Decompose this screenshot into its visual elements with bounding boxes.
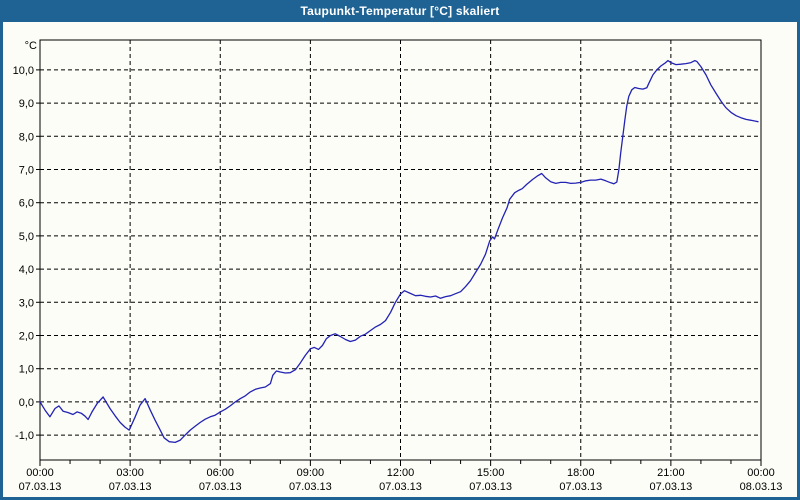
- x-tick-label-time: 06:00: [206, 467, 234, 479]
- y-tick-label: 1,0: [19, 364, 34, 376]
- y-tick-label: 10,0: [13, 65, 34, 77]
- x-tick-label-time: 15:00: [477, 467, 505, 479]
- x-tick-label-date: 08.03.13: [740, 481, 783, 493]
- y-tick-label: 5,0: [19, 231, 34, 243]
- x-tick-label-date: 07.03.13: [649, 481, 692, 493]
- chart-area: 10,0 9,0 8,0 7,0 6,0 5,0 4,0 3,0 2,0 1,0 0,0 -1,0 00…: [0, 22, 800, 500]
- y-tick-label: 8,0: [19, 131, 34, 143]
- x-tick-label-time: 21:00: [657, 467, 685, 479]
- window-titlebar[interactable]: Taupunkt-Temperatur [°C] skaliert: [0, 0, 800, 22]
- y-tick-label: -1,0: [15, 430, 34, 442]
- x-tick-label-time: 00:00: [26, 467, 54, 479]
- series-line: [39, 59, 759, 444]
- chart-canvas: 10,0 9,0 8,0 7,0 6,0 5,0 4,0 3,0 2,0 1,0 0,0 -1,0 00…: [13, 39, 783, 493]
- window-title: Taupunkt-Temperatur [°C] skaliert: [300, 4, 500, 18]
- y-tick-label: 0,0: [19, 397, 34, 409]
- plot-border: [39, 39, 762, 461]
- x-tick-label-date: 07.03.13: [109, 481, 152, 493]
- x-tick-label-date: 07.03.13: [559, 481, 602, 493]
- y-tick-label: 3,0: [19, 297, 34, 309]
- x-tick-label-time: 03:00: [116, 467, 144, 479]
- y-tick-label: 7,0: [19, 164, 34, 176]
- x-tick-label-time: 18:00: [567, 467, 595, 479]
- x-tick-label-time: 12:00: [387, 467, 415, 479]
- x-tick-label-time: 09:00: [297, 467, 325, 479]
- window-border-right: [797, 22, 800, 500]
- x-tick-label-date: 07.03.13: [289, 481, 332, 493]
- y-tick-label: 4,0: [19, 264, 34, 276]
- window-border-bottom: [0, 497, 800, 500]
- x-tick-label-date: 07.03.13: [469, 481, 512, 493]
- y-tick-label: 9,0: [19, 98, 34, 110]
- x-tick-label-date: 07.03.13: [19, 481, 62, 493]
- window-border-left: [0, 22, 3, 500]
- y-tick-label: 2,0: [19, 330, 34, 342]
- x-tick-label-time: 00:00: [747, 467, 775, 479]
- x-tick-label-date: 07.03.13: [379, 481, 422, 493]
- y-axis-unit-label: °C: [25, 40, 37, 52]
- x-tick-label-date: 07.03.13: [199, 481, 242, 493]
- y-tick-label: 6,0: [19, 198, 34, 210]
